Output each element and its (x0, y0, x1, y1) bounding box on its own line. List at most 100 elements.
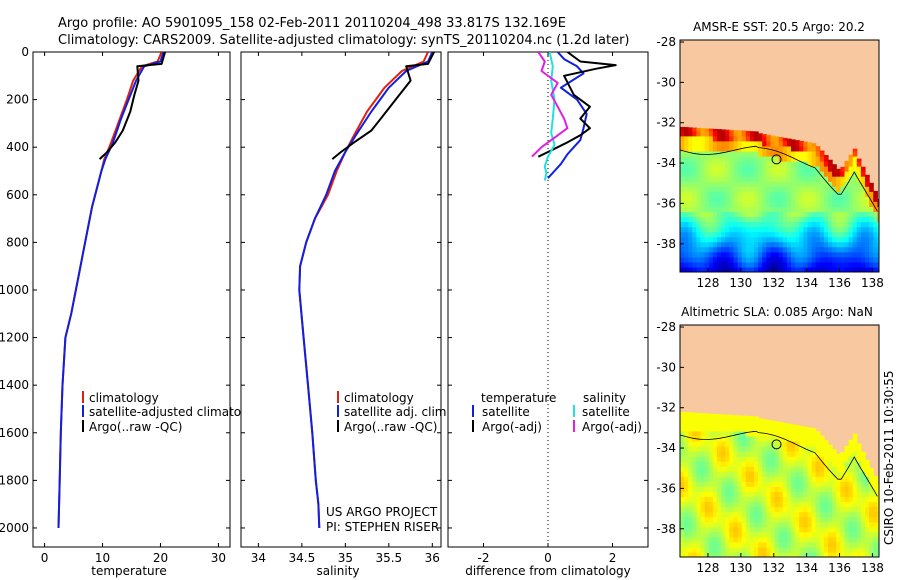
map-cell (852, 546, 858, 553)
map-cell (725, 461, 730, 467)
map-cell (741, 241, 747, 248)
map-cell (729, 246, 734, 253)
map-cell (815, 176, 821, 182)
map-cell (729, 466, 734, 472)
map-cell (774, 196, 780, 202)
map-cell (762, 516, 767, 523)
map-cell (786, 471, 792, 477)
map-cell (729, 241, 734, 248)
map-cell (782, 491, 788, 497)
map-cell (741, 430, 747, 437)
map-cell (786, 156, 792, 162)
map-cell (688, 161, 693, 167)
map-cell (836, 171, 841, 177)
map-cell (704, 430, 710, 437)
map-cell (700, 221, 706, 228)
map-cell (819, 216, 825, 223)
map-cell (708, 466, 714, 472)
map-cell (828, 261, 833, 268)
map-cell (844, 445, 850, 447)
map-cell (700, 491, 706, 497)
x-tick-label: 0 (544, 551, 552, 565)
map-cell (786, 231, 792, 238)
map-cell (782, 211, 788, 218)
map-cell (733, 415, 739, 422)
legend-label-temp-satellite: satellite (482, 405, 530, 419)
map-cell (704, 156, 710, 162)
map-cell (774, 552, 780, 557)
map-cell (680, 211, 685, 218)
map-cell (733, 511, 739, 518)
map-cell (807, 241, 813, 248)
map-cell (704, 140, 710, 147)
map-cell (782, 446, 788, 452)
map-cell (770, 516, 776, 523)
map-cell (762, 134, 767, 137)
map-cell (770, 466, 776, 472)
map-cell (840, 216, 846, 223)
map-cell (852, 491, 858, 497)
map-cell (852, 181, 858, 187)
map-cell (737, 461, 743, 467)
map-cell (869, 211, 874, 218)
map-cell (860, 506, 866, 513)
map-cell (749, 186, 755, 192)
map-cell (823, 156, 829, 162)
map-cell (770, 461, 776, 467)
map-cell (729, 541, 734, 548)
map-cell (856, 552, 862, 557)
map-cell (688, 196, 693, 202)
map-cell (758, 496, 763, 503)
map-cell (721, 241, 726, 248)
map-cell (774, 166, 780, 172)
map-cell (745, 481, 751, 487)
map-cell (807, 216, 813, 223)
map-cell (704, 501, 710, 508)
map-cell (684, 552, 689, 557)
map-cell (692, 226, 697, 233)
map-cell (737, 496, 743, 503)
map-cell (807, 486, 813, 492)
map-cell (729, 256, 734, 263)
map-cell (811, 151, 817, 157)
map-cell (844, 526, 850, 533)
map-cell (696, 140, 702, 147)
map-cell (717, 196, 722, 202)
map-cell (828, 241, 833, 248)
map-cell (725, 486, 730, 492)
map-cell (733, 466, 739, 472)
map-cell (856, 161, 862, 167)
map-cell (811, 161, 817, 167)
map-cell (688, 531, 693, 538)
map-cell (807, 552, 813, 557)
map-cell (877, 511, 879, 518)
map-cell (856, 196, 862, 202)
map-cell (819, 171, 825, 177)
map-cell (729, 181, 734, 187)
map-cell (852, 191, 858, 197)
map-cell (704, 526, 710, 533)
map-cell (795, 211, 800, 218)
map-cell (762, 451, 767, 457)
map-cell (852, 433, 858, 437)
map-cell (725, 156, 730, 162)
map-cell (754, 211, 759, 218)
map-cell (700, 140, 706, 147)
map-cell (696, 516, 702, 523)
map-cell (782, 196, 788, 202)
map-cell (758, 166, 763, 172)
map-cell (856, 211, 862, 218)
map-cell (815, 546, 821, 553)
map-cell (791, 466, 796, 472)
map-cell (799, 261, 804, 268)
map-cell (733, 186, 739, 192)
map-cell (869, 486, 874, 492)
map-cell (712, 471, 718, 477)
map-cell (856, 461, 862, 467)
map-cell (688, 506, 693, 513)
map-cell (873, 526, 878, 533)
map-cell (696, 156, 702, 162)
map-cell (852, 481, 858, 487)
map-cell (700, 501, 706, 508)
map-cell (700, 216, 706, 223)
